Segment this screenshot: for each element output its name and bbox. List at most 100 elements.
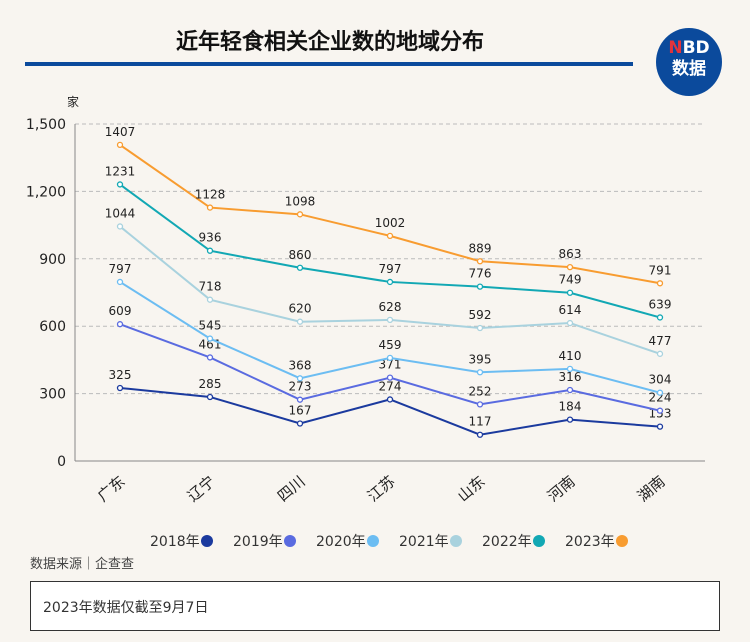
y-tick-label: 600: [39, 319, 66, 335]
x-tick-label: 山东: [454, 472, 489, 505]
data-label: 860: [289, 248, 312, 262]
data-point: [116, 141, 124, 149]
data-point: [566, 416, 574, 423]
data-label: 274: [379, 379, 402, 393]
data-label: 273: [289, 380, 312, 394]
data-point: [296, 211, 304, 218]
data-point: [476, 369, 484, 376]
data-label: 1231: [105, 164, 136, 178]
data-point: [476, 401, 484, 408]
data-label: 371: [379, 358, 402, 372]
data-point: [116, 384, 124, 392]
data-label: 863: [559, 247, 582, 261]
y-tick-label: 1,500: [26, 117, 66, 133]
data-point: [656, 389, 664, 396]
data-point: [656, 314, 664, 321]
data-label: 410: [559, 349, 582, 363]
legend-label: 2018年: [150, 534, 200, 550]
data-point: [116, 181, 124, 188]
data-point: [296, 264, 304, 271]
data-label: 797: [109, 262, 132, 276]
data-label: 936: [199, 231, 222, 245]
data-point: [206, 204, 214, 211]
data-point: [476, 431, 484, 438]
data-point: [566, 386, 574, 394]
data-label: 791: [649, 263, 672, 277]
data-point: [566, 289, 574, 296]
data-label: 614: [559, 303, 582, 317]
data-label: 167: [289, 403, 312, 417]
line-chart: 家 0 300 600 900 1,200 1,500 广东 辽宁 四川 江苏 山东 河南 湖南 325 28…: [26, 94, 705, 550]
source-text: 数据来源｜企查查: [30, 557, 135, 572]
x-tick-label: 江苏: [364, 472, 399, 505]
data-point: [296, 318, 304, 325]
data-label: 1044: [105, 206, 136, 220]
data-label: 304: [649, 373, 672, 387]
data-point: [566, 263, 574, 271]
y-tick-label: 0: [57, 454, 66, 470]
data-point: [656, 407, 664, 414]
x-tick-label: 河南: [544, 472, 579, 505]
data-label: 620: [289, 302, 312, 316]
data-point: [566, 365, 574, 373]
legend-marker: [533, 535, 545, 547]
legend-marker: [201, 535, 213, 547]
data-label: 797: [379, 262, 402, 276]
y-tick-label: 300: [39, 387, 66, 403]
data-label: 1128: [195, 188, 226, 202]
legend-label: 2022年: [482, 534, 532, 550]
data-label: 609: [109, 304, 132, 318]
x-tick-label: 湖南: [634, 472, 669, 505]
data-label: 1407: [105, 125, 136, 139]
data-label: 592: [469, 308, 492, 322]
legend-label: 2020年: [316, 534, 366, 550]
data-point: [206, 335, 214, 342]
legend-marker: [284, 535, 296, 547]
data-point: [296, 375, 304, 382]
data-label: 477: [649, 334, 672, 348]
data-point: [476, 258, 484, 265]
legend-label: 2021年: [399, 534, 449, 550]
data-label: 1098: [285, 194, 316, 208]
data-label: 252: [469, 384, 492, 398]
data-point: [386, 374, 394, 381]
y-axis-unit: 家: [67, 94, 79, 109]
data-point: [386, 232, 394, 240]
legend-marker: [616, 535, 628, 547]
x-tick-label: 辽宁: [184, 472, 219, 505]
data-label: 184: [559, 400, 582, 414]
data-label: 749: [559, 273, 582, 287]
legend-marker: [367, 535, 379, 547]
data-label: 545: [199, 319, 222, 333]
data-point: [476, 324, 484, 332]
data-point: [656, 350, 664, 357]
data-label: 1002: [375, 216, 406, 230]
data-label: 316: [559, 370, 582, 384]
y-tick-label: 1,200: [26, 184, 66, 200]
data-label: 368: [289, 358, 312, 372]
data-point: [386, 316, 394, 324]
legend-marker: [450, 535, 462, 547]
data-label: 395: [469, 352, 492, 366]
data-label: 639: [649, 297, 672, 311]
y-tick-label: 900: [39, 252, 66, 268]
data-label: 285: [199, 377, 222, 391]
data-point: [116, 278, 124, 286]
data-point: [386, 396, 394, 403]
data-point: [566, 319, 574, 327]
data-label: 628: [379, 300, 402, 314]
data-point: [656, 280, 664, 287]
data-label: 718: [199, 280, 222, 294]
data-point: [206, 247, 214, 254]
data-point: [206, 296, 214, 303]
data-point: [296, 420, 304, 427]
data-point: [386, 354, 394, 362]
note-box: 2023年数据仅截至9月7日: [30, 581, 720, 631]
data-point: [206, 393, 214, 401]
data-label: 224: [649, 391, 672, 405]
legend-label: 2019年: [233, 534, 283, 550]
data-label: 459: [379, 338, 402, 352]
data-point: [206, 354, 214, 361]
data-point: [386, 278, 394, 286]
